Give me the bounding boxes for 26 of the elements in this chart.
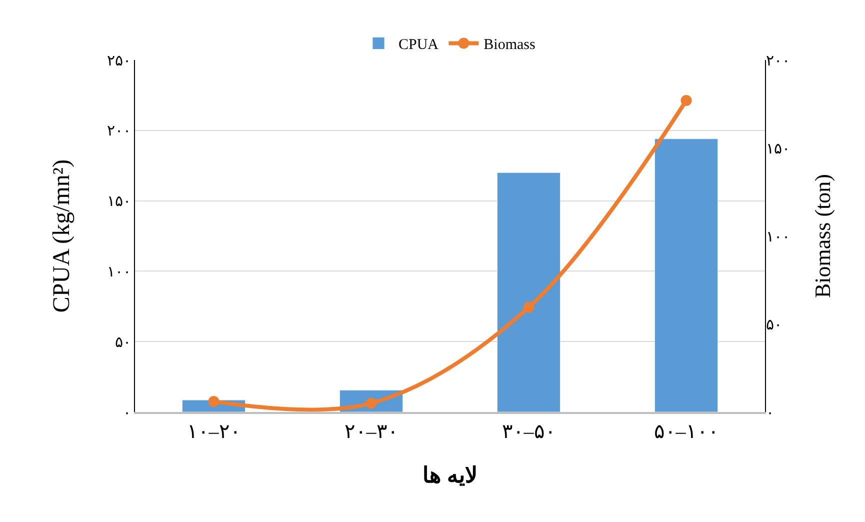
point: [208, 396, 220, 407]
x-tick-label: ۲۰–۳۰: [344, 421, 398, 443]
x-tick-label: ۱۰–۲۰: [186, 421, 241, 443]
legend-label: Biomass: [484, 37, 536, 54]
y2-tick-label: ۰: [766, 405, 774, 422]
y-tick-label: ۰: [123, 405, 131, 422]
y-tick-label: ۲۵۰: [107, 53, 131, 70]
y-tick-label: ۲۰۰: [107, 124, 131, 140]
bar: [497, 172, 560, 412]
legend-label: CPUA: [398, 37, 439, 54]
point: [680, 94, 692, 106]
point: [523, 302, 534, 313]
y2-axis-title: Biomass (ton): [810, 174, 835, 298]
y-axis-title: CPUA (kg/mn²): [49, 159, 76, 313]
y-tick-label: ۱۵۰: [107, 194, 131, 210]
y2-tick-label: ۱۵۰: [766, 141, 790, 158]
x-tick-label: ۵۰–۱۰۰: [654, 421, 719, 443]
y2-tick-label: ۲۰۰: [766, 53, 790, 70]
x-axis-title: لایه ها: [422, 462, 478, 488]
bar: [654, 138, 718, 412]
y-tick-label: ۱۰۰: [107, 264, 131, 280]
point: [366, 398, 377, 409]
y2-tick-label: ۵۰: [766, 317, 782, 334]
y-tick-label: ۵۰: [115, 334, 131, 351]
y2-tick-label: ۱۰۰: [766, 229, 790, 246]
x-tick-label: ۳۰–۵۰: [502, 421, 556, 443]
